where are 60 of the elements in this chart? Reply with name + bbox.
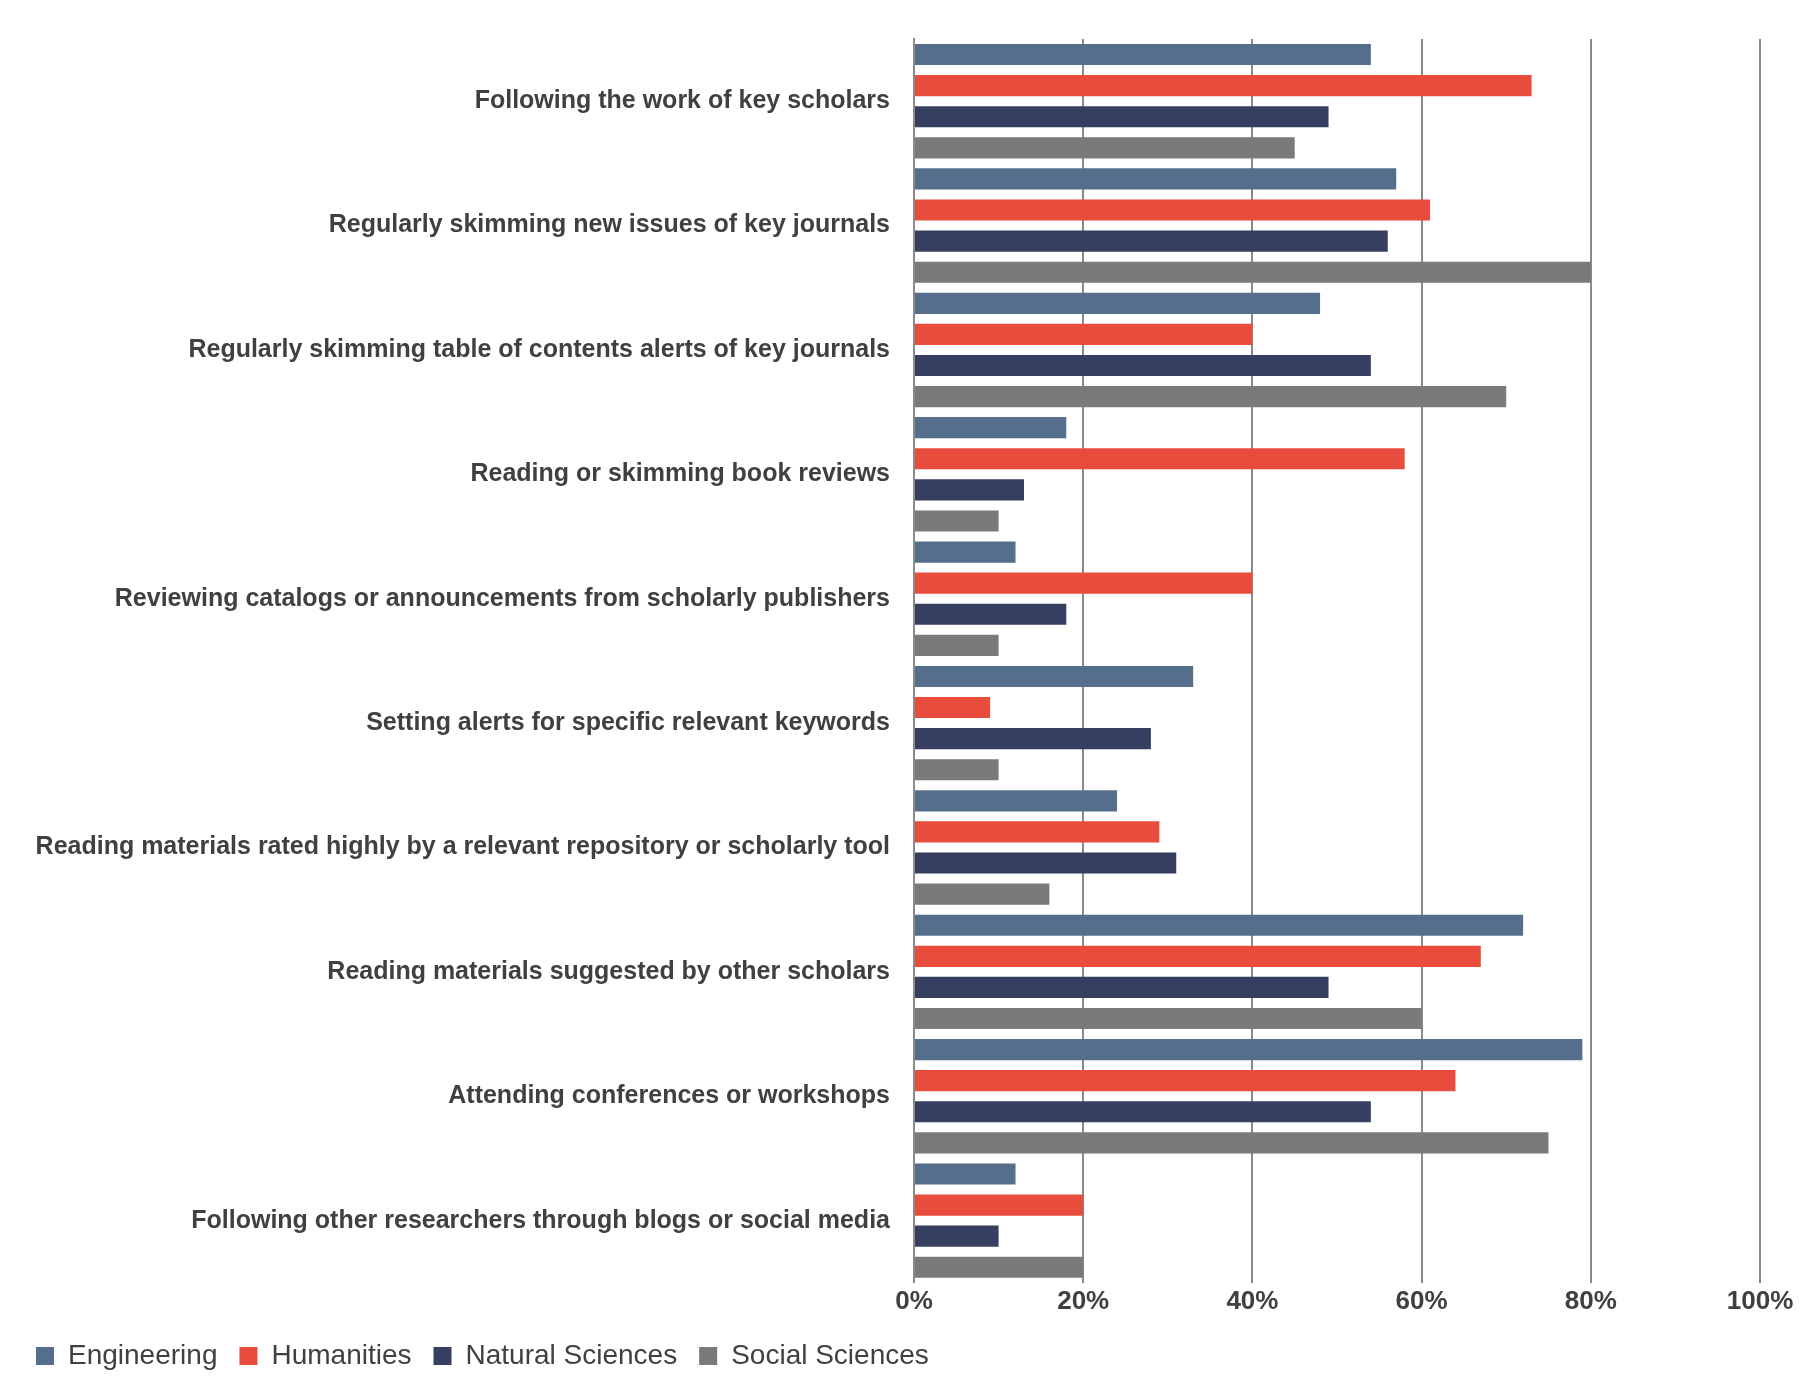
bar bbox=[915, 106, 1329, 128]
bar bbox=[915, 1194, 1084, 1216]
bar bbox=[915, 417, 1067, 439]
bar bbox=[915, 230, 1388, 252]
bar bbox=[915, 728, 1151, 750]
bar bbox=[915, 1101, 1371, 1123]
bar bbox=[915, 976, 1329, 998]
bar bbox=[915, 75, 1532, 97]
x-tick-label: 100% bbox=[1726, 1284, 1794, 1315]
bar bbox=[915, 1225, 999, 1247]
bar bbox=[915, 261, 1591, 283]
y-tick-label: Setting alerts for specific relevant keywords bbox=[366, 706, 890, 735]
x-tick-label: 40% bbox=[1226, 1284, 1279, 1315]
bar bbox=[915, 696, 991, 719]
bar bbox=[915, 603, 1067, 625]
bar bbox=[915, 1007, 1422, 1030]
bar bbox=[915, 479, 1024, 501]
bar bbox=[915, 137, 1295, 159]
y-tick-label: Reading or skimming book reviews bbox=[470, 458, 890, 487]
bar bbox=[915, 883, 1050, 905]
legend-label: Social Sciences bbox=[731, 1338, 929, 1370]
y-tick-label: Reading materials rated highly by a relevant repository or scholarly tool bbox=[35, 831, 890, 860]
bar bbox=[915, 168, 1397, 190]
bar bbox=[915, 1132, 1549, 1154]
x-tick-label: 80% bbox=[1564, 1284, 1617, 1315]
legend-label: Humanities bbox=[271, 1338, 412, 1370]
y-tick-label: Following other researchers through blogs or social media bbox=[191, 1204, 892, 1233]
bar bbox=[915, 386, 1507, 408]
y-tick-label: Reading materials suggested by other scholars bbox=[327, 955, 890, 984]
bar bbox=[915, 821, 1160, 843]
y-tick-label: Regularly skimming new issues of key journals bbox=[328, 209, 890, 238]
bar bbox=[915, 665, 1194, 688]
x-tick-label: 0% bbox=[895, 1284, 933, 1315]
bar bbox=[915, 852, 1177, 874]
x-tick-label: 60% bbox=[1395, 1284, 1448, 1315]
bar bbox=[915, 323, 1253, 345]
bar bbox=[915, 1163, 1016, 1185]
legend-label: Engineering bbox=[68, 1338, 218, 1370]
bar bbox=[915, 914, 1524, 936]
bar bbox=[915, 634, 999, 656]
bar bbox=[915, 945, 1481, 967]
y-tick-label: Following the work of key scholars bbox=[474, 85, 890, 114]
bar bbox=[915, 510, 999, 532]
bar bbox=[915, 354, 1371, 377]
y-tick-label: Regularly skimming table of contents alerts of key journals bbox=[188, 333, 890, 362]
bar bbox=[915, 790, 1118, 812]
y-tick-label: Reviewing catalogs or announcements from scholarly publishers bbox=[114, 582, 890, 611]
bar bbox=[915, 1070, 1456, 1092]
bar bbox=[915, 1256, 1084, 1278]
legend-label: Natural Sciences bbox=[465, 1338, 678, 1370]
bar bbox=[915, 572, 1253, 594]
bar bbox=[915, 199, 1431, 221]
bar bbox=[915, 759, 999, 781]
bar bbox=[915, 43, 1371, 66]
bar bbox=[915, 292, 1321, 314]
bar bbox=[915, 541, 1016, 563]
bar bbox=[915, 1039, 1583, 1061]
y-tick-label: Attending conferences or workshops bbox=[448, 1080, 890, 1109]
x-tick-label: 20% bbox=[1057, 1284, 1110, 1315]
bar bbox=[915, 448, 1405, 470]
